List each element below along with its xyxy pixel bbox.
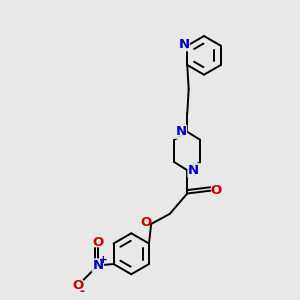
Text: +: + (99, 255, 107, 265)
Text: N: N (92, 259, 104, 272)
Text: -: - (80, 285, 85, 298)
Text: N: N (178, 38, 189, 51)
Text: O: O (210, 184, 221, 197)
Text: N: N (176, 125, 187, 138)
Text: N: N (178, 38, 189, 51)
Text: O: O (92, 236, 104, 249)
Text: O: O (72, 279, 84, 292)
Text: N: N (188, 164, 199, 177)
Text: O: O (140, 216, 152, 229)
